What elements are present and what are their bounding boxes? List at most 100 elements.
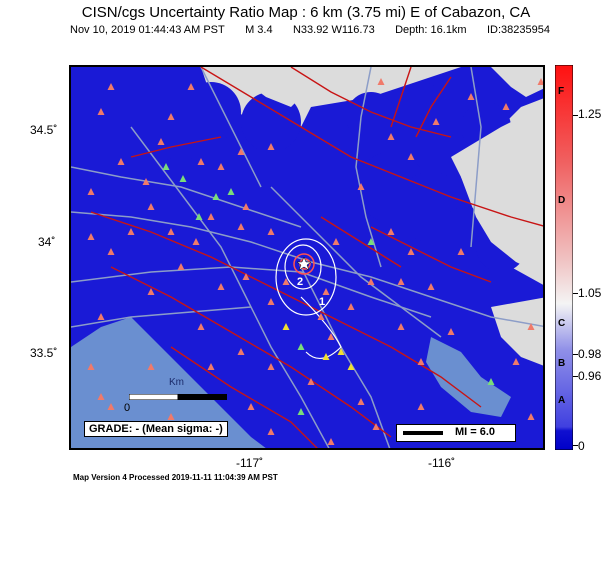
station-triangle-icon[interactable]: [167, 413, 175, 420]
station-triangle-icon[interactable]: [417, 358, 425, 365]
event-info: Nov 10, 2019 01:44:43 AM PST M 3.4 N33.9…: [70, 24, 550, 36]
station-triangle-icon[interactable]: [367, 238, 375, 245]
station-triangle-icon[interactable]: [317, 313, 325, 320]
station-triangle-icon[interactable]: [207, 213, 215, 220]
station-triangle-icon[interactable]: [237, 223, 245, 230]
station-triangle-icon[interactable]: [242, 203, 250, 210]
station-triangle-icon[interactable]: [357, 183, 365, 190]
grade-f: F: [558, 86, 565, 97]
station-triangle-icon[interactable]: [267, 228, 275, 235]
station-triangle-icon[interactable]: [142, 178, 150, 185]
station-triangle-icon[interactable]: [227, 188, 235, 195]
station-triangle-icon[interactable]: [217, 163, 225, 170]
station-triangle-icon[interactable]: [347, 303, 355, 310]
station-triangle-icon[interactable]: [397, 323, 405, 330]
station-triangle-icon[interactable]: [367, 278, 375, 285]
station-triangle-icon[interactable]: [267, 363, 275, 370]
epicenter-star-icon[interactable]: [296, 256, 312, 271]
station-triangle-icon[interactable]: [195, 213, 203, 220]
station-triangle-icon[interactable]: [297, 343, 305, 350]
colorbar: [555, 65, 573, 450]
station-triangle-icon[interactable]: [512, 358, 520, 365]
station-triangle-icon[interactable]: [87, 233, 95, 240]
station-triangle-icon[interactable]: [337, 348, 345, 355]
station-triangle-icon[interactable]: [192, 238, 200, 245]
station-triangle-icon[interactable]: [97, 393, 105, 400]
tick-0-98: [573, 354, 578, 355]
station-triangle-icon[interactable]: [432, 118, 440, 125]
station-triangle-icon[interactable]: [267, 428, 275, 435]
station-triangle-icon[interactable]: [217, 283, 225, 290]
lon-label-116: -116˚: [428, 456, 456, 470]
station-triangle-icon[interactable]: [322, 288, 330, 295]
station-triangle-icon[interactable]: [107, 403, 115, 410]
station-triangle-icon[interactable]: [117, 158, 125, 165]
station-triangle-icon[interactable]: [87, 363, 95, 370]
station-triangle-icon[interactable]: [177, 263, 185, 270]
station-triangle-icon[interactable]: [537, 78, 545, 85]
map-title: CISN/cgs Uncertainty Ratio Map : 6 km (3…: [81, 4, 531, 21]
station-triangle-icon[interactable]: [417, 403, 425, 410]
station-triangle-icon[interactable]: [267, 298, 275, 305]
station-triangle-icon[interactable]: [147, 203, 155, 210]
station-triangle-icon[interactable]: [527, 323, 535, 330]
station-triangle-icon[interactable]: [347, 363, 355, 370]
lat-label-34-5: 34.5˚: [30, 123, 58, 137]
station-triangle-icon[interactable]: [377, 78, 385, 85]
tick-0-96: [573, 376, 578, 377]
event-depth: Depth: 16.1km: [395, 24, 467, 36]
station-triangle-icon[interactable]: [407, 153, 415, 160]
grade-a: A: [558, 395, 566, 406]
station-triangle-icon[interactable]: [162, 163, 170, 170]
distance-scale-bar: [129, 394, 227, 400]
station-triangle-icon[interactable]: [307, 378, 315, 385]
station-triangle-icon[interactable]: [447, 328, 455, 335]
station-triangle-icon[interactable]: [167, 228, 175, 235]
station-triangle-icon[interactable]: [467, 93, 475, 100]
station-triangle-icon[interactable]: [107, 83, 115, 90]
station-triangle-icon[interactable]: [187, 83, 195, 90]
tick-label-0: 0: [578, 439, 585, 453]
station-triangle-icon[interactable]: [237, 348, 245, 355]
station-triangle-icon[interactable]: [387, 133, 395, 140]
station-triangle-icon[interactable]: [197, 323, 205, 330]
station-triangle-icon[interactable]: [207, 363, 215, 370]
station-triangle-icon[interactable]: [332, 238, 340, 245]
station-triangle-icon[interactable]: [97, 108, 105, 115]
station-triangle-icon[interactable]: [87, 188, 95, 195]
station-triangle-icon[interactable]: [282, 323, 290, 330]
station-triangle-icon[interactable]: [167, 113, 175, 120]
station-triangle-icon[interactable]: [107, 248, 115, 255]
station-triangle-icon[interactable]: [407, 248, 415, 255]
station-triangle-icon[interactable]: [247, 403, 255, 410]
station-triangle-icon[interactable]: [457, 248, 465, 255]
station-triangle-icon[interactable]: [147, 363, 155, 370]
station-triangle-icon[interactable]: [179, 175, 187, 182]
station-triangle-icon[interactable]: [372, 423, 380, 430]
station-triangle-icon[interactable]: [197, 158, 205, 165]
station-triangle-icon[interactable]: [97, 313, 105, 320]
station-triangle-icon[interactable]: [357, 398, 365, 405]
station-triangle-icon[interactable]: [127, 228, 135, 235]
station-triangle-icon[interactable]: [237, 148, 245, 155]
station-triangle-icon[interactable]: [327, 333, 335, 340]
station-triangle-icon[interactable]: [282, 278, 290, 285]
station-triangle-icon[interactable]: [427, 283, 435, 290]
station-triangle-icon[interactable]: [267, 143, 275, 150]
contour-label-2: 2: [297, 276, 303, 288]
station-triangle-icon[interactable]: [297, 408, 305, 415]
station-triangle-icon[interactable]: [157, 138, 165, 145]
station-triangle-icon[interactable]: [322, 353, 330, 360]
station-triangle-icon[interactable]: [487, 378, 495, 385]
tick-label-1-25: 1.25: [578, 107, 602, 121]
station-triangle-icon[interactable]: [327, 438, 335, 445]
uncertainty-map[interactable]: 2 1: [69, 65, 545, 450]
station-triangle-icon[interactable]: [397, 278, 405, 285]
mi-scale-box: MI = 6.0: [396, 424, 516, 442]
station-triangle-icon[interactable]: [147, 288, 155, 295]
station-triangle-icon[interactable]: [502, 103, 510, 110]
station-triangle-icon[interactable]: [387, 228, 395, 235]
station-triangle-icon[interactable]: [212, 193, 220, 200]
station-triangle-icon[interactable]: [242, 273, 250, 280]
station-triangle-icon[interactable]: [527, 413, 535, 420]
